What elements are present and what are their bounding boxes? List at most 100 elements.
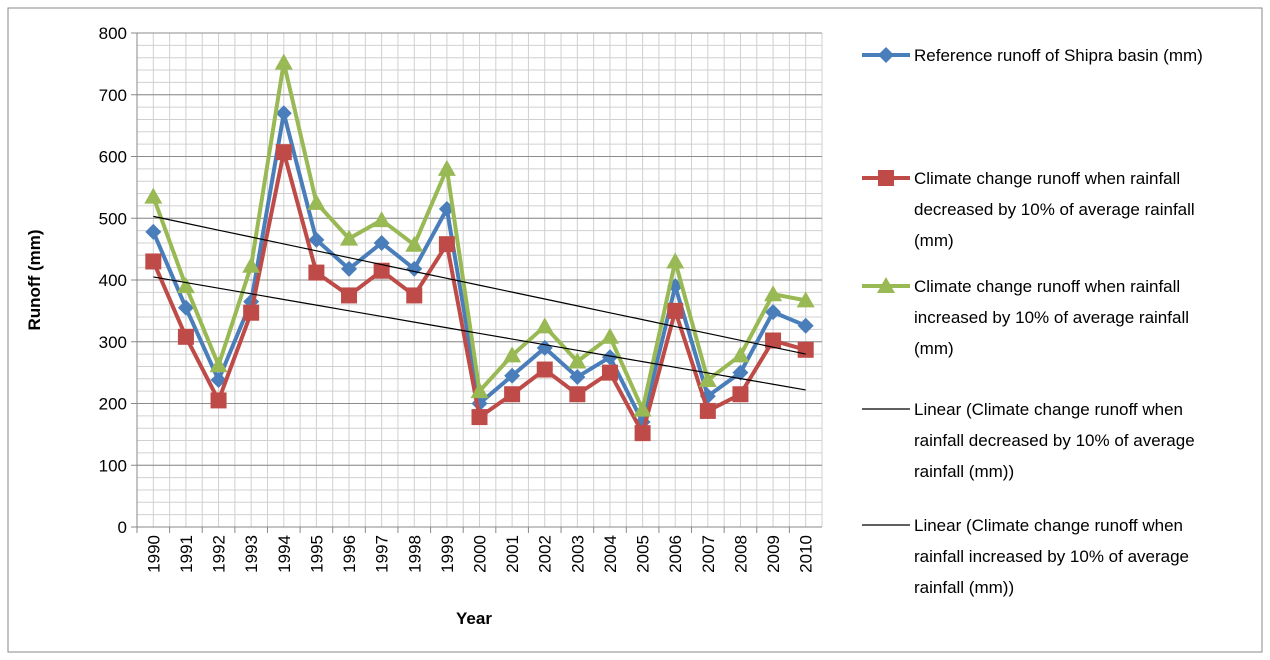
- y-tick-label: 800: [99, 24, 127, 43]
- point: [504, 367, 521, 384]
- x-tick-label: 1994: [275, 535, 294, 573]
- x-tick-label: 2004: [601, 535, 620, 573]
- legend-swatch: [862, 47, 910, 63]
- x-tick-label: 1991: [177, 535, 196, 573]
- point: [438, 236, 455, 253]
- point: [601, 364, 618, 381]
- point: [372, 211, 391, 228]
- y-tick-label: 700: [99, 86, 127, 105]
- legend-label: Linear (Climate change runoff when rainf…: [914, 400, 1195, 481]
- y-tick-label: 600: [99, 148, 127, 167]
- point: [878, 47, 894, 63]
- point: [373, 262, 390, 279]
- point: [698, 371, 717, 388]
- point: [569, 386, 586, 403]
- y-axis-label: Runoff (mm): [25, 229, 44, 330]
- x-axis-label: Year: [456, 609, 492, 628]
- x-tick-label: 1999: [438, 535, 457, 573]
- x-tick-label: 2006: [666, 535, 685, 573]
- point: [471, 409, 488, 426]
- legend-label: Reference runoff of Shipra basin (mm): [914, 46, 1203, 65]
- point: [243, 304, 260, 321]
- point: [145, 223, 162, 240]
- point: [732, 386, 749, 403]
- point: [307, 193, 326, 210]
- point: [177, 299, 194, 316]
- x-tick-label: 1998: [405, 535, 424, 573]
- point: [601, 349, 618, 366]
- point: [569, 368, 586, 385]
- x-tick-label: 2001: [503, 535, 522, 573]
- point: [667, 302, 684, 319]
- x-tick-label: 1996: [340, 535, 359, 573]
- x-tick-label: 1995: [307, 535, 326, 573]
- point: [308, 231, 325, 248]
- y-tick-label: 0: [118, 518, 127, 537]
- point: [878, 170, 894, 186]
- point: [731, 346, 750, 363]
- x-tick-label: 2009: [764, 535, 783, 573]
- x-tick-label: 2008: [731, 535, 750, 573]
- x-tick-label: 2000: [471, 535, 490, 573]
- x-tick-label: 1997: [373, 535, 392, 573]
- trend-line: [153, 215, 806, 355]
- point: [308, 264, 325, 281]
- point: [634, 425, 651, 442]
- legend-entry: Climate change runoff when rainfall incr…: [862, 271, 1214, 364]
- point: [877, 277, 895, 293]
- legend-label: Climate change runoff when rainfall decr…: [914, 169, 1195, 250]
- legend-swatch: [862, 408, 910, 410]
- point: [633, 400, 652, 417]
- point: [732, 364, 749, 381]
- point: [209, 356, 228, 373]
- point: [437, 159, 456, 176]
- y-tick-label: 200: [99, 395, 127, 414]
- point: [470, 382, 489, 399]
- point: [504, 386, 521, 403]
- point: [145, 253, 162, 270]
- point: [176, 277, 195, 294]
- x-tick-label: 1992: [210, 535, 229, 573]
- legend-label: Linear (Climate change runoff when rainf…: [914, 516, 1189, 597]
- point: [765, 332, 782, 349]
- legend-entry: Linear (Climate change runoff when rainf…: [862, 394, 1214, 487]
- point: [764, 285, 783, 302]
- y-tick-label: 500: [99, 209, 127, 228]
- legend-swatch: [862, 170, 910, 186]
- point: [275, 105, 292, 122]
- chart-border: [7, 7, 1263, 653]
- point: [341, 287, 358, 304]
- point: [274, 53, 293, 70]
- legend-entry: Linear (Climate change runoff when rainf…: [862, 510, 1214, 603]
- point: [406, 287, 423, 304]
- x-tick-label: 1990: [144, 535, 163, 573]
- point: [340, 229, 359, 246]
- point: [275, 144, 292, 161]
- point: [210, 392, 227, 409]
- x-tick-label: 1993: [242, 535, 261, 573]
- legend-swatch: [862, 524, 910, 526]
- point: [242, 256, 261, 273]
- point: [177, 328, 194, 345]
- legend-entry: Reference runoff of Shipra basin (mm): [862, 40, 1214, 71]
- trend-line: [153, 276, 806, 391]
- y-tick-label: 100: [99, 456, 127, 475]
- point: [699, 402, 716, 419]
- point: [568, 352, 587, 369]
- x-tick-label: 2010: [797, 535, 816, 573]
- point: [796, 291, 815, 308]
- point: [405, 235, 424, 252]
- legend-label: Climate change runoff when rainfall incr…: [914, 277, 1189, 358]
- point: [797, 341, 814, 358]
- y-tick-label: 400: [99, 271, 127, 290]
- legend-entry: Climate change runoff when rainfall decr…: [862, 163, 1214, 256]
- point: [144, 187, 163, 204]
- point: [797, 317, 814, 334]
- x-tick-label: 2003: [568, 535, 587, 573]
- legend-swatch: [862, 277, 910, 293]
- x-tick-label: 2005: [634, 535, 653, 573]
- point: [600, 327, 619, 344]
- point: [341, 260, 358, 277]
